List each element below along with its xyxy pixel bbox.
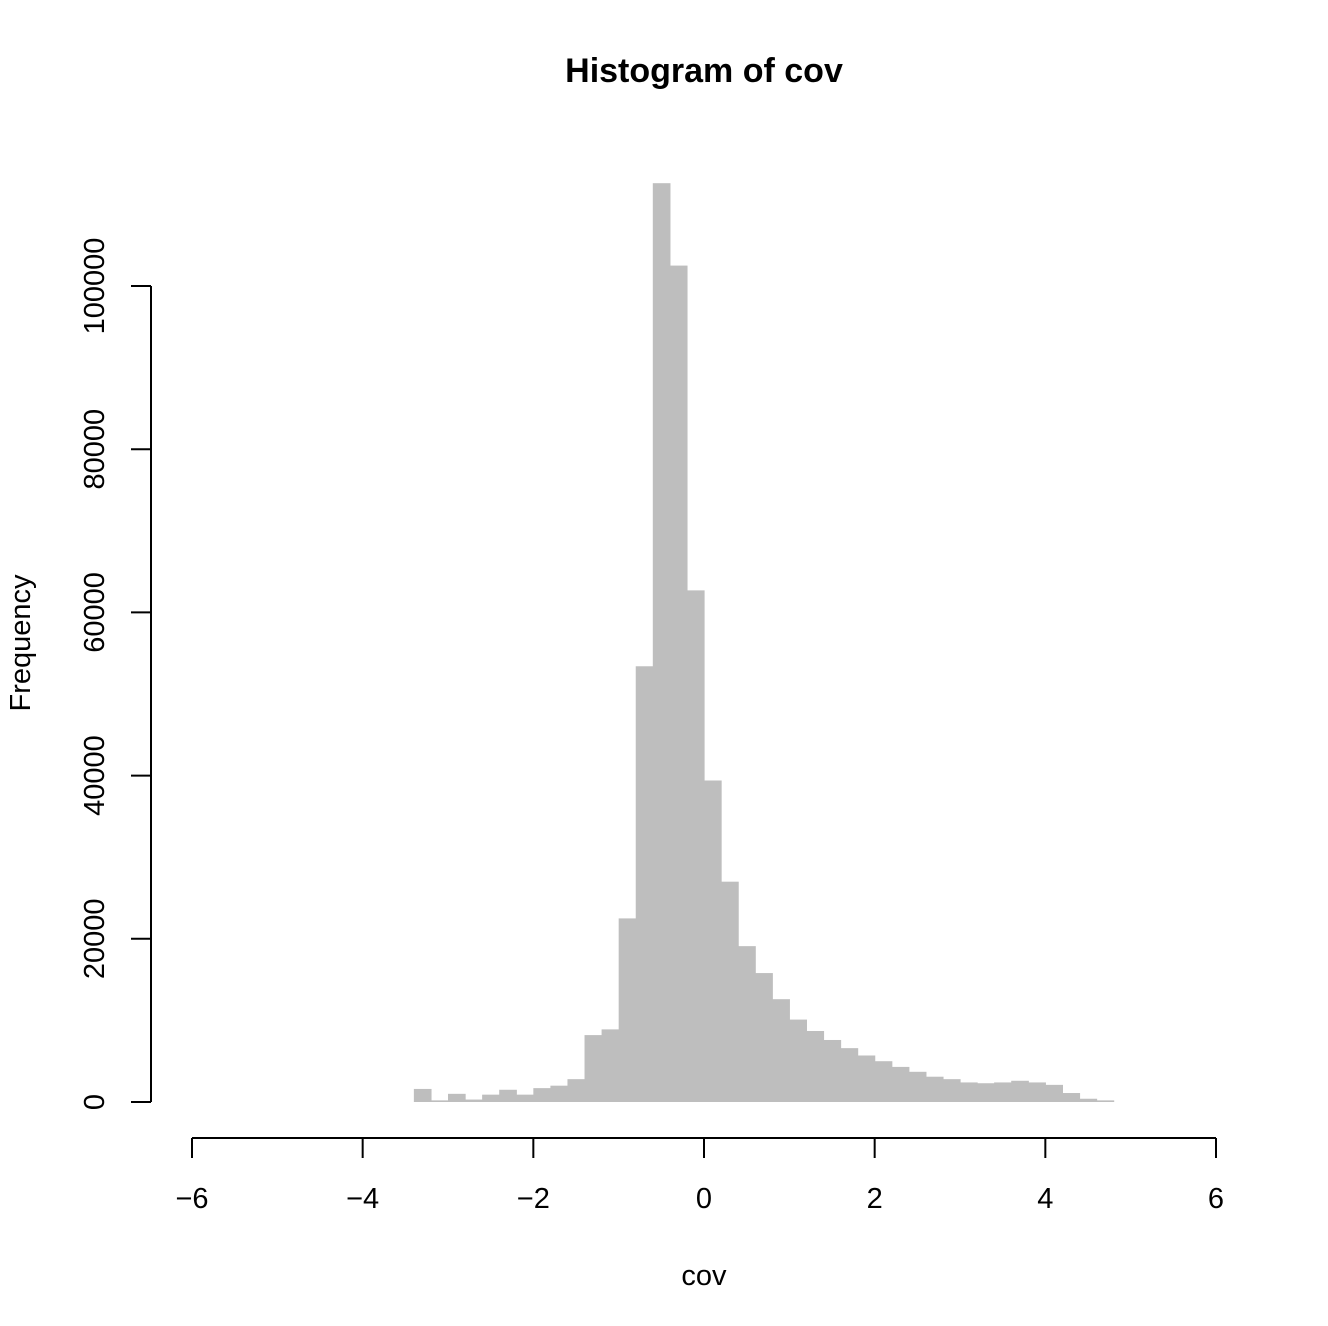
x-tick-label: −2: [517, 1183, 550, 1215]
histogram-bar: [1062, 1093, 1081, 1102]
histogram-bar: [516, 1094, 534, 1102]
histogram-bar: [704, 780, 722, 1102]
histogram-bar: [772, 999, 790, 1102]
y-tick-label: 80000: [79, 409, 111, 490]
x-tick-label: 6: [1208, 1183, 1224, 1215]
y-tick-label: 100000: [79, 238, 111, 335]
histogram-bar: [874, 1061, 893, 1102]
histogram-bar: [465, 1099, 483, 1102]
histogram-bar: [448, 1093, 466, 1102]
histogram-bar: [601, 1029, 620, 1102]
histogram-bar: [1045, 1084, 1063, 1102]
histogram-bar: [942, 1079, 961, 1102]
chart-title: Histogram of cov: [565, 52, 843, 90]
histogram-bar: [891, 1066, 910, 1102]
histogram-bar: [755, 973, 773, 1102]
histogram-bar: [823, 1039, 842, 1102]
histogram-bar: [533, 1088, 551, 1102]
histogram-bar: [806, 1031, 825, 1102]
x-tick-label: −6: [175, 1183, 208, 1215]
histogram-bar: [925, 1076, 944, 1102]
histogram-bar: [550, 1085, 569, 1102]
y-tick-label: 20000: [79, 898, 111, 979]
histogram-bar: [413, 1088, 432, 1102]
x-tick-label: −4: [346, 1183, 379, 1215]
histogram-bar: [584, 1035, 603, 1102]
histogram-bar: [482, 1094, 500, 1102]
histogram-bar: [977, 1083, 995, 1102]
histogram-bar: [567, 1079, 586, 1102]
histogram-bar: [840, 1048, 859, 1102]
y-tick-label: 0: [79, 1094, 111, 1110]
x-axis-label: cov: [681, 1260, 727, 1292]
histogram-bar: [1028, 1082, 1046, 1102]
y-tick-label: 40000: [79, 735, 111, 816]
histogram-bar: [738, 946, 756, 1102]
histogram-bar: [960, 1082, 978, 1102]
x-tick-label: 4: [1037, 1183, 1053, 1215]
histogram-bar: [789, 1019, 807, 1102]
x-axis: −6 −4 −2 0 2 4 6: [175, 1137, 1224, 1215]
x-tick-label: 2: [867, 1183, 883, 1215]
histogram-bar: [908, 1071, 927, 1102]
histogram-bar: [994, 1082, 1012, 1102]
histogram-bar: [635, 666, 654, 1102]
histogram-bar: [1096, 1100, 1115, 1102]
bars-group: [413, 183, 1115, 1103]
histogram-bar: [499, 1089, 517, 1102]
y-axis-label: Frequency: [5, 574, 37, 712]
y-tick-label: 60000: [79, 572, 111, 653]
x-tick-label: 0: [696, 1183, 712, 1215]
histogram-bar: [618, 918, 637, 1102]
histogram-bar: [1079, 1098, 1098, 1102]
histogram-bar: [652, 183, 671, 1102]
y-axis: 0 20000 40000 60000 80000 100000: [79, 238, 152, 1110]
histogram-bar: [857, 1055, 876, 1102]
histogram-bar: [721, 881, 739, 1102]
histogram-bar: [430, 1100, 449, 1102]
histogram-bar: [1011, 1080, 1029, 1102]
histogram-bar: [669, 265, 688, 1103]
histogram-bar: [686, 590, 705, 1102]
